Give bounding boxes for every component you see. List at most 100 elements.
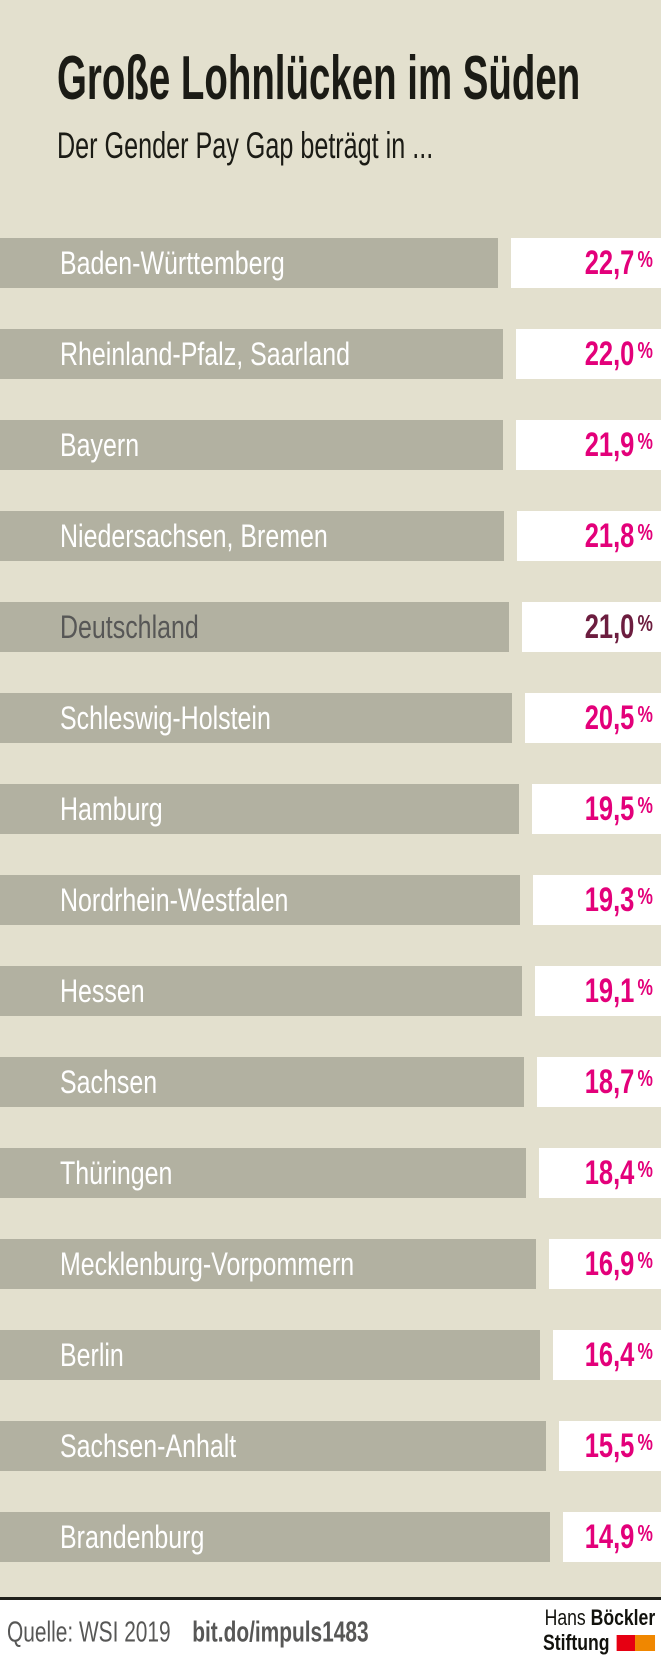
percent-sign: % [637,1519,653,1546]
page-title-text: Große Lohnlücken im Süden [57,44,581,113]
bar-row: Sachsen 18,7% [0,1057,661,1107]
logo-name-bold: Böckler [590,1605,655,1630]
percent-sign: % [637,1337,653,1364]
value-box: 19,3% [533,875,661,925]
state-bar: Brandenburg [0,1512,550,1562]
logo-line-2: Stiftung [515,1630,655,1655]
state-bar: Baden-Württemberg [0,238,498,288]
bar-row: Deutschland 21,0% [0,602,661,652]
bar-row: Mecklenburg-Vorpommern 16,9% [0,1239,661,1289]
bar-row: Nordrhein-Westfalen 19,3% [0,875,661,925]
value-label: 21,8% [584,516,653,555]
state-label: Deutschland [60,608,199,645]
state-label: Niedersachsen, Bremen [60,517,328,554]
state-bar: Nordrhein-Westfalen [0,875,520,925]
percent-sign: % [637,609,653,636]
state-label: Nordrhein-Westfalen [60,881,289,918]
value-label: 21,0% [584,607,653,646]
source-text: Quelle: WSI 2019 [7,1616,171,1648]
state-bar: Niedersachsen, Bremen [0,511,504,561]
percent-sign: % [637,427,653,454]
logo-line-1: Hans Böckler [515,1605,655,1630]
percent-sign: % [637,1155,653,1182]
bar-row: Sachsen-Anhalt 15,5% [0,1421,661,1471]
percent-sign: % [637,336,653,363]
value-label: 19,3% [584,880,653,919]
value-box: 21,9% [516,420,661,470]
value-box: 20,5% [525,693,661,743]
bar-row: Bayern 21,9% [0,420,661,470]
value-box: 15,5% [559,1421,661,1471]
bar-row: Schleswig-Holstein 20,5% [0,693,661,743]
bar-row: Brandenburg 14,9% [0,1512,661,1562]
logo-mark-red [616,1635,635,1651]
state-label: Schleswig-Holstein [60,699,271,736]
logo-stiftung-text: Stiftung [542,1630,610,1655]
state-bar: Berlin [0,1330,540,1380]
state-bar: Hessen [0,966,522,1016]
page-title: Große Lohnlücken im Süden [57,46,661,111]
value-label: 16,4% [584,1335,653,1374]
value-label: 22,7% [584,243,653,282]
bar-row: Baden-Württemberg 22,7% [0,238,661,288]
value-label: 22,0% [584,334,653,373]
state-label: Rheinland-Pfalz, Saarland [60,335,350,372]
bar-row: Rheinland-Pfalz, Saarland 22,0% [0,329,661,379]
value-box: 18,7% [537,1057,661,1107]
state-label: Sachsen [60,1063,158,1100]
value-box: 19,1% [535,966,661,1016]
value-label: 19,5% [584,789,653,828]
percent-sign: % [637,245,653,272]
state-bar: Sachsen-Anhalt [0,1421,546,1471]
value-label: 18,4% [584,1153,653,1192]
source-link: bit.do/impuls1483 [192,1616,369,1648]
state-label: Brandenburg [60,1518,205,1555]
value-label: 16,9% [584,1244,653,1283]
percent-sign: % [637,1428,653,1455]
value-box: 16,9% [549,1239,661,1289]
value-box: 21,0% [522,602,661,652]
state-bar: Mecklenburg-Vorpommern [0,1239,536,1289]
hans-boeckler-stiftung-logo: Hans Böckler Stiftung [515,1605,655,1655]
value-box: 22,7% [511,238,661,288]
page-subtitle: Der Gender Pay Gap beträgt in ... [57,125,610,167]
bar-row: Niedersachsen, Bremen 21,8% [0,511,661,561]
value-box: 22,0% [516,329,661,379]
value-box: 19,5% [532,784,661,834]
value-box: 14,9% [563,1512,661,1562]
state-label: Hessen [60,972,145,1009]
percent-sign: % [637,700,653,727]
bar-row: Berlin 16,4% [0,1330,661,1380]
state-bar: Bayern [0,420,503,470]
state-label: Berlin [60,1336,124,1373]
state-bar: Schleswig-Holstein [0,693,512,743]
logo-mark-orange [635,1635,655,1651]
percent-sign: % [637,791,653,818]
state-label: Thüringen [60,1154,173,1191]
state-label: Sachsen-Anhalt [60,1427,237,1464]
value-box: 16,4% [553,1330,661,1380]
value-label: 15,5% [584,1426,653,1465]
bar-row: Thüringen 18,4% [0,1148,661,1198]
state-bar: Sachsen [0,1057,524,1107]
percent-sign: % [637,518,653,545]
page-subtitle-text: Der Gender Pay Gap beträgt in ... [57,125,434,166]
percent-sign: % [637,973,653,1000]
value-label: 19,1% [584,971,653,1010]
bar-row: Hessen 19,1% [0,966,661,1016]
state-bar: Thüringen [0,1148,526,1198]
source-line-text: Quelle: WSI 2019 bit.do/impuls1483 [7,1616,369,1649]
state-label: Bayern [60,426,140,463]
logo-name-regular: Hans [544,1605,586,1630]
value-label: 14,9% [584,1517,653,1556]
state-label: Mecklenburg-Vorpommern [60,1245,355,1282]
value-box: 18,4% [539,1148,661,1198]
source-line: Quelle: WSI 2019 bit.do/impuls1483 [7,1616,509,1649]
state-bar: Hamburg [0,784,519,834]
value-box: 21,8% [517,511,661,561]
percent-sign: % [637,882,653,909]
footer: Quelle: WSI 2019 bit.do/impuls1483 Hans B… [0,1597,661,1665]
percent-sign: % [637,1246,653,1273]
